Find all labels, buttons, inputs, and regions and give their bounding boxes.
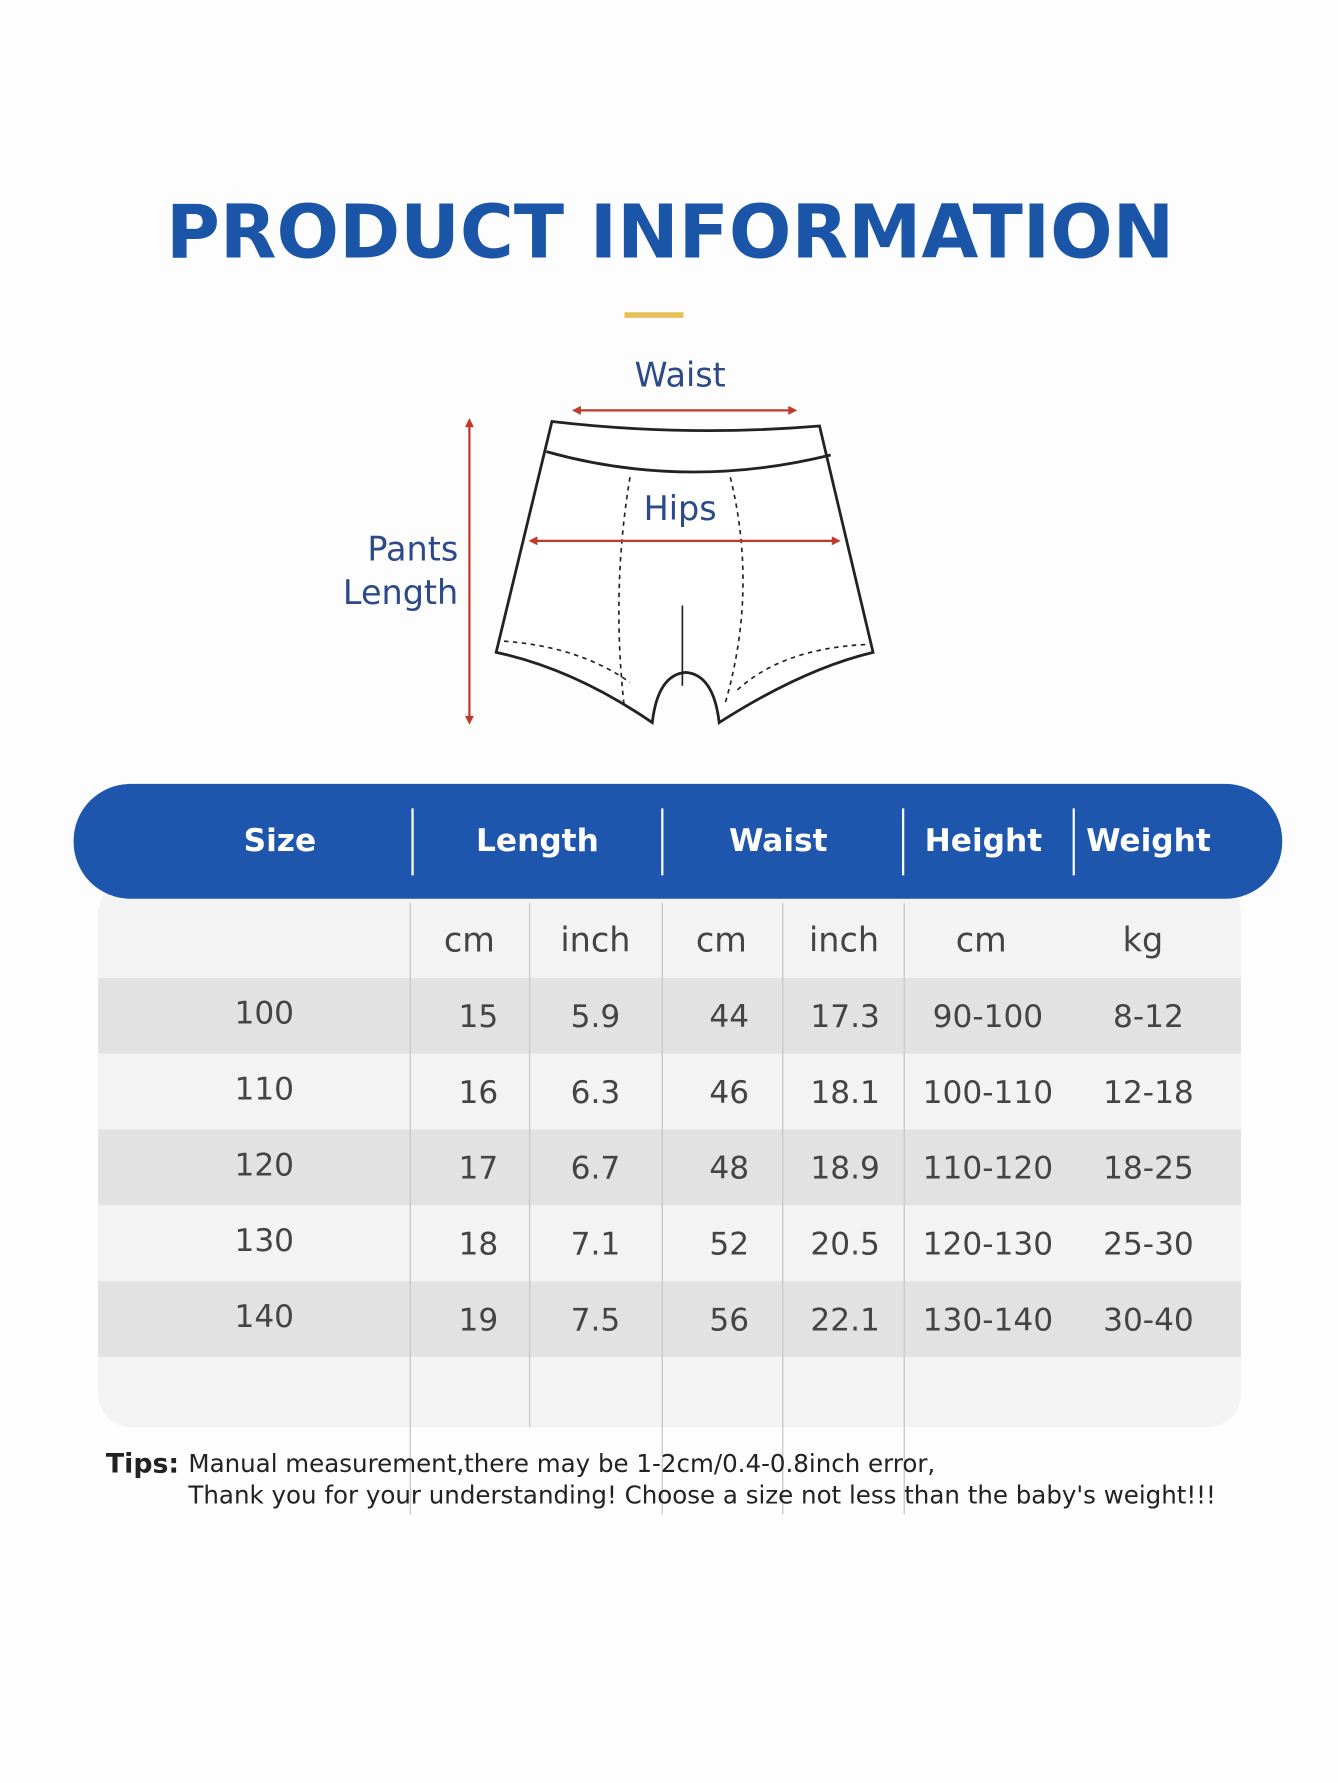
row-band bbox=[98, 1281, 1241, 1358]
header-cell: Size bbox=[244, 823, 317, 859]
table-cell: 6.3 bbox=[571, 1075, 621, 1111]
header-labels: Size Length Waist Height Weight bbox=[244, 823, 1211, 859]
header-dividers bbox=[411, 808, 1075, 876]
table-header bbox=[73, 783, 1283, 899]
table-cell: 46 bbox=[709, 1075, 749, 1111]
column-lines bbox=[409, 903, 905, 1515]
table-cell: 56 bbox=[709, 1302, 749, 1338]
header-cell: Waist bbox=[729, 823, 828, 859]
row-band bbox=[98, 1053, 1241, 1130]
table-cell: 110-120 bbox=[923, 1151, 1053, 1187]
table-cell: 22.1 bbox=[810, 1302, 880, 1338]
table-cell: 130-140 bbox=[923, 1302, 1053, 1338]
title: PRODUCT INFORMATION bbox=[166, 191, 1174, 276]
table-cell: 17.3 bbox=[810, 999, 880, 1035]
length-label: Length bbox=[343, 573, 458, 612]
table-cell: 100 bbox=[234, 996, 294, 1032]
table-cell: 5.9 bbox=[571, 999, 621, 1035]
table-cell: 7.5 bbox=[571, 1302, 621, 1338]
table-cell: 140 bbox=[234, 1299, 294, 1335]
table-cell: 19 bbox=[458, 1302, 498, 1338]
unit-cell: inch bbox=[560, 921, 630, 960]
table-cell: 120 bbox=[234, 1147, 294, 1183]
unit-cell: kg bbox=[1123, 921, 1164, 960]
unit-cell: inch bbox=[809, 921, 879, 960]
unit-cell: cm bbox=[696, 921, 747, 960]
table-cell: 130 bbox=[234, 1223, 294, 1259]
table-cell: 15 bbox=[458, 999, 498, 1035]
table-cell: 18-25 bbox=[1103, 1151, 1194, 1187]
table-cell: 120-130 bbox=[923, 1227, 1053, 1263]
table-cell: 6.7 bbox=[571, 1151, 621, 1187]
tips-label: Tips: bbox=[106, 1449, 179, 1480]
tips-line: Thank you for your understanding! Choose… bbox=[187, 1480, 1215, 1509]
header-cell: Length bbox=[476, 823, 599, 859]
table-rows: cm inch cm inch cm kg 100 15 5.9 44 17.3 90-100 8-12… bbox=[98, 921, 1241, 1358]
table-cell: 44 bbox=[709, 999, 749, 1035]
waist-label: Waist bbox=[635, 355, 726, 394]
row-band bbox=[98, 1205, 1241, 1282]
table-cell: 110 bbox=[234, 1072, 294, 1108]
length-label: Pants bbox=[367, 529, 458, 568]
unit-cell: cm bbox=[956, 921, 1007, 960]
table-cell: 48 bbox=[709, 1151, 749, 1187]
measure-arrows bbox=[464, 405, 841, 725]
hips-label: Hips bbox=[644, 489, 717, 528]
table-cell: 18.9 bbox=[810, 1151, 880, 1187]
header-cell: Height bbox=[925, 823, 1043, 859]
row-band bbox=[98, 977, 1241, 1054]
table-cell: 20.5 bbox=[810, 1227, 880, 1263]
table-cell: 90-100 bbox=[933, 999, 1044, 1035]
table-cell: 25-30 bbox=[1103, 1227, 1194, 1263]
table-cell: 18 bbox=[458, 1227, 498, 1263]
table-cell: 7.1 bbox=[571, 1227, 621, 1263]
table-cell: 52 bbox=[709, 1227, 749, 1263]
unit-cell: cm bbox=[444, 921, 495, 960]
table-cell: 16 bbox=[458, 1075, 498, 1111]
table-cell: 12-18 bbox=[1103, 1075, 1194, 1111]
table-cell: 8-12 bbox=[1113, 999, 1184, 1035]
table-cell: 30-40 bbox=[1103, 1302, 1194, 1338]
header-cell: Weight bbox=[1086, 823, 1211, 859]
shorts-diagram bbox=[494, 420, 875, 726]
table-cell: 17 bbox=[458, 1151, 498, 1187]
table-cell: 100-110 bbox=[923, 1075, 1053, 1111]
table-cell: 18.1 bbox=[810, 1075, 880, 1111]
title-underline bbox=[624, 312, 684, 318]
tips-line: Manual measurement,there may be 1-2cm/0.… bbox=[188, 1449, 935, 1478]
row-band bbox=[98, 1129, 1241, 1206]
